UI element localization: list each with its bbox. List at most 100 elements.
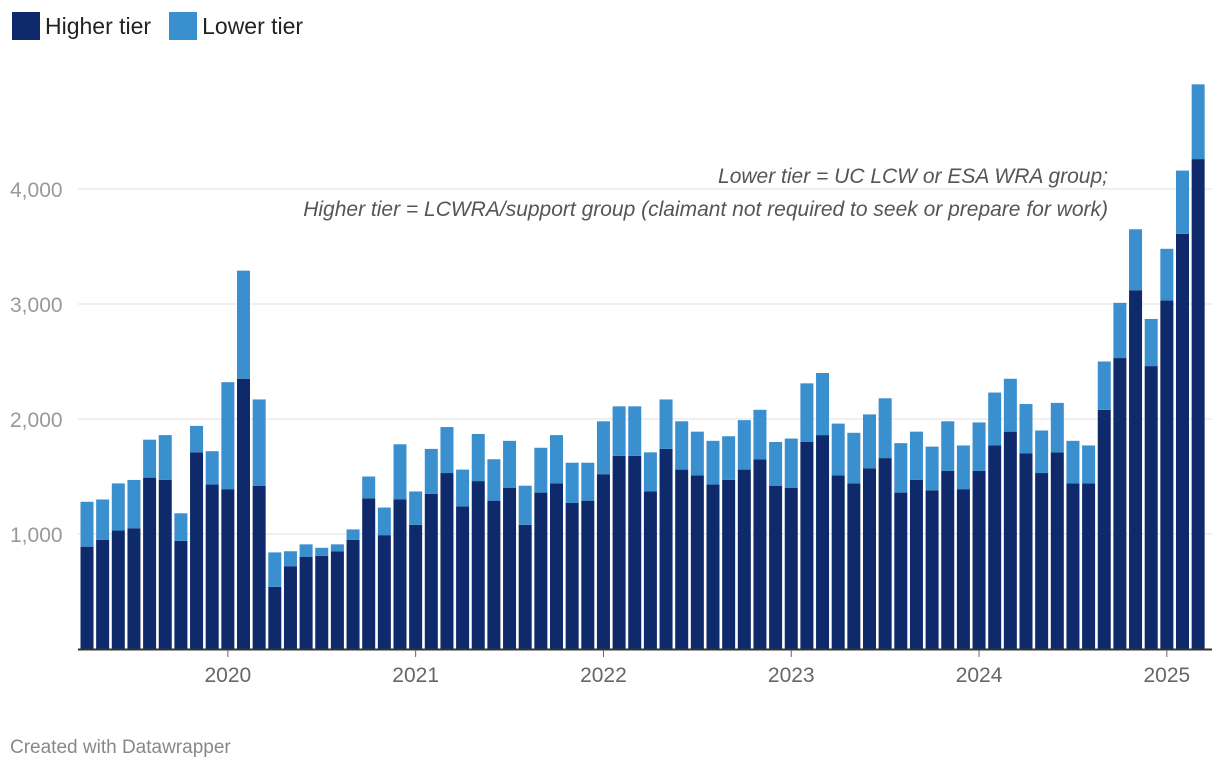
bar-lower-tier [503,440,517,488]
y-axis-labels: 1,000 2,000 3,000 4,000 [10,179,63,547]
y-tick-label: 3,000 [10,294,63,317]
bar-lower-tier [346,529,360,540]
bar-higher-tier [1019,453,1033,649]
bar-higher-tier [1035,473,1049,649]
bar-lower-tier [1113,302,1127,359]
bar-higher-tier [503,488,517,649]
legend-label-lower-tier: Lower tier [202,12,304,39]
bar-higher-tier [409,524,423,649]
bar-lower-tier [409,491,423,525]
x-tick-label: 2020 [204,664,251,687]
bar-lower-tier [737,420,751,470]
bar-lower-tier [237,270,250,379]
bar-higher-tier [941,470,955,649]
bar-higher-tier [174,540,188,649]
bar-lower-tier [925,446,939,491]
bar-higher-tier [111,530,125,649]
annotation-line-2: Higher tier = LCWRA/support group (claim… [303,198,1108,221]
bar-lower-tier [1050,402,1064,453]
bar-lower-tier [988,392,1002,446]
bar-lower-tier [315,547,329,556]
bar-higher-tier [330,551,344,649]
bar-lower-tier [690,431,704,476]
bar-higher-tier [722,479,736,649]
bar-higher-tier [96,539,110,649]
bar-lower-tier [831,423,845,476]
bar-lower-tier [1129,229,1143,291]
bar-lower-tier [769,442,783,486]
bar-higher-tier [424,493,438,649]
bar-higher-tier [863,468,876,649]
bar-higher-tier [127,528,141,649]
bar-lower-tier [894,443,908,493]
bar-lower-tier [784,438,798,488]
bar-higher-tier [550,483,563,649]
bar-lower-tier [283,551,297,567]
y-tick-label: 4,000 [10,179,63,202]
bar-higher-tier [346,539,360,649]
annotation-line-1: Lower tier = UC LCW or ESA WRA group; [718,165,1108,188]
bar-lower-tier [534,447,548,493]
bar-lower-tier [675,421,689,470]
bar-higher-tier [487,500,501,649]
y-tick-label: 1,000 [10,524,63,547]
bar-lower-tier [956,445,970,490]
bar-higher-tier [534,492,548,649]
bar-lower-tier [972,422,986,471]
bar-higher-tier [847,483,861,649]
bar-lower-tier [581,462,595,501]
legend-swatch-lower-tier [169,12,198,40]
bar-higher-tier [612,455,626,649]
bar-lower-tier [252,399,266,486]
bar-higher-tier [956,489,970,649]
bar-higher-tier [393,499,407,649]
bar-higher-tier [831,475,845,649]
x-tick-label: 2024 [956,664,1003,687]
bar-higher-tier [1050,452,1064,649]
bar-lower-tier [96,499,110,540]
bar-higher-tier [816,435,830,649]
bar-higher-tier [80,546,94,649]
bar-higher-tier [800,442,814,649]
bar-higher-tier [1160,300,1174,649]
bar-lower-tier [440,427,454,474]
x-axis-labels: 2020 2021 2022 2023 2024 2025 [204,650,1190,687]
bar-higher-tier [362,498,376,649]
bar-higher-tier [769,485,783,649]
bar-lower-tier [330,544,344,552]
bar-higher-tier [706,484,720,649]
bar-lower-tier [221,382,235,490]
bar-higher-tier [1129,290,1143,649]
bar-lower-tier [393,444,407,500]
bar-higher-tier [925,490,939,649]
bar-higher-tier [565,502,579,649]
bar-higher-tier [643,491,657,649]
bar-lower-tier [1144,318,1158,367]
bar-higher-tier [1066,483,1080,649]
bar-higher-tier [143,477,157,649]
bar-higher-tier [909,479,923,649]
bar-lower-tier [878,398,892,459]
bar-higher-tier [221,489,235,649]
legend-swatch-higher-tier [12,12,40,40]
bar-higher-tier [1191,159,1205,649]
bar-lower-tier [143,439,157,478]
bar-higher-tier [237,378,250,649]
bar-lower-tier [753,409,767,460]
datawrapper-credit: Created with Datawrapper [10,737,231,758]
bar-lower-tier [190,425,204,453]
legend: Higher tier Lower tier [12,12,321,40]
bar-lower-tier [1160,248,1174,301]
bar-lower-tier [565,462,579,503]
bar-higher-tier [972,470,986,649]
bar-higher-tier [690,475,704,649]
bar-lower-tier [596,421,610,475]
bar-higher-tier [377,535,391,649]
bar-lower-tier [909,431,923,480]
legend-item-higher-tier: Higher tier [12,12,151,40]
bar-higher-tier [894,492,908,649]
bar-lower-tier [456,469,470,507]
bar-higher-tier [440,473,454,649]
bar-lower-tier [816,373,830,436]
